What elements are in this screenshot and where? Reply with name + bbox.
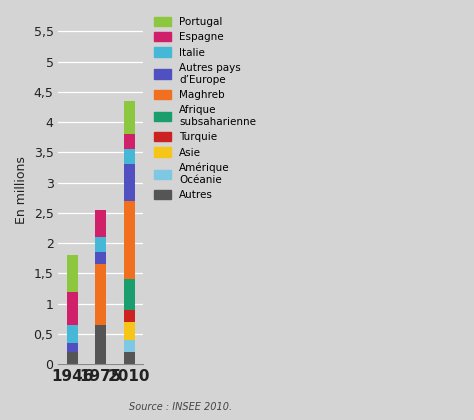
Bar	[67, 343, 78, 352]
Bar	[124, 201, 135, 279]
Bar	[67, 325, 78, 343]
Bar	[67, 352, 78, 364]
Bar	[95, 210, 106, 237]
Bar	[124, 322, 135, 340]
Bar	[124, 101, 135, 134]
Bar	[95, 252, 106, 264]
Bar	[124, 310, 135, 322]
Legend: Portugal, Espagne, Italie, Autres pays
d’Europe, Maghreb, Afrique
subsaharienne,: Portugal, Espagne, Italie, Autres pays d…	[152, 15, 258, 202]
Bar	[124, 279, 135, 310]
Bar	[124, 165, 135, 201]
Bar	[95, 237, 106, 252]
Bar	[67, 255, 78, 291]
Bar	[124, 352, 135, 364]
Bar	[67, 291, 78, 325]
Bar	[124, 340, 135, 352]
Bar	[124, 134, 135, 150]
Bar	[95, 264, 106, 325]
Y-axis label: En millions: En millions	[15, 156, 28, 224]
Bar	[95, 325, 106, 364]
Bar	[124, 150, 135, 165]
Text: Source : INSEE 2010.: Source : INSEE 2010.	[128, 402, 232, 412]
